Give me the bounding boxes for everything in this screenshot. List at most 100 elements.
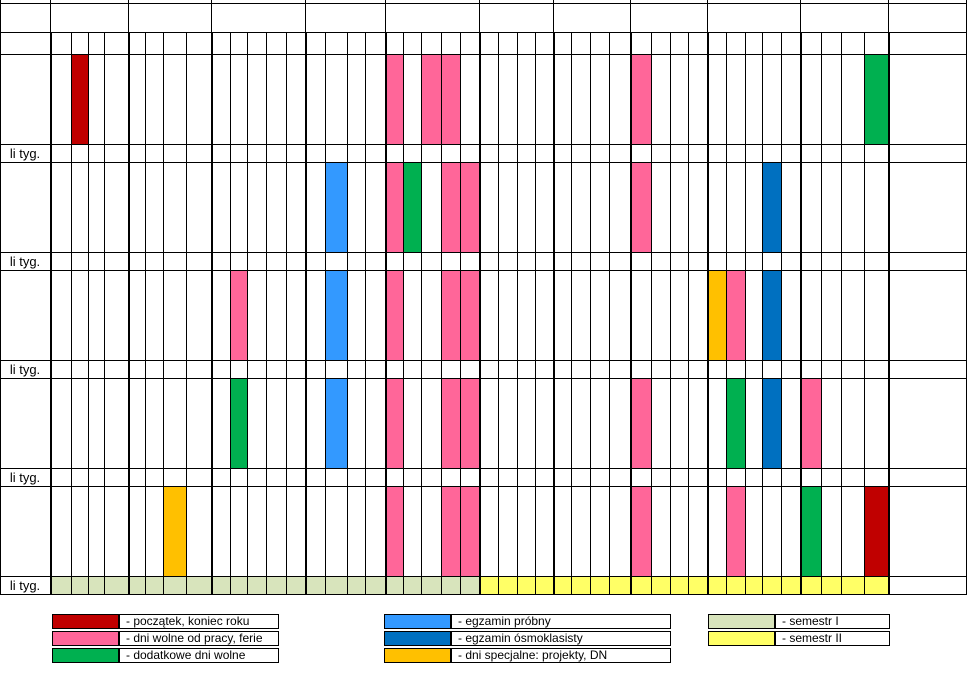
date-cell[interactable] — [745, 270, 762, 360]
date-cell[interactable] — [128, 54, 145, 144]
date-cell[interactable] — [762, 486, 781, 576]
date-cell[interactable] — [535, 486, 553, 576]
date-cell[interactable] — [421, 54, 441, 144]
date-cell[interactable] — [365, 270, 385, 360]
date-cell[interactable] — [247, 162, 266, 252]
date-cell[interactable] — [347, 378, 365, 468]
date-cell[interactable] — [71, 270, 88, 360]
date-cell[interactable] — [230, 486, 247, 576]
date-cell[interactable] — [800, 378, 821, 468]
date-cell[interactable] — [186, 162, 211, 252]
date-cell[interactable] — [266, 54, 286, 144]
date-cell[interactable] — [211, 162, 230, 252]
date-cell[interactable] — [707, 486, 726, 576]
date-cell[interactable] — [365, 486, 385, 576]
date-cell[interactable] — [670, 162, 688, 252]
date-cell[interactable] — [460, 486, 479, 576]
date-cell[interactable] — [535, 54, 553, 144]
date-cell[interactable] — [841, 54, 864, 144]
date-cell[interactable] — [571, 162, 590, 252]
date-cell[interactable] — [145, 378, 163, 468]
date-cell[interactable] — [128, 378, 145, 468]
date-cell[interactable] — [128, 162, 145, 252]
date-cell[interactable] — [821, 378, 841, 468]
date-cell[interactable] — [670, 486, 688, 576]
date-cell[interactable] — [864, 270, 888, 360]
date-cell[interactable] — [104, 270, 128, 360]
date-cell[interactable] — [211, 270, 230, 360]
date-cell[interactable] — [841, 486, 864, 576]
date-cell[interactable] — [247, 54, 266, 144]
date-cell[interactable] — [781, 162, 800, 252]
date-cell[interactable] — [864, 162, 888, 252]
date-cell[interactable] — [609, 270, 630, 360]
date-cell[interactable] — [128, 486, 145, 576]
date-cell[interactable] — [403, 54, 421, 144]
date-cell[interactable] — [403, 162, 421, 252]
date-cell[interactable] — [365, 162, 385, 252]
date-cell[interactable] — [590, 270, 609, 360]
date-cell[interactable] — [441, 378, 460, 468]
date-cell[interactable] — [609, 162, 630, 252]
date-cell[interactable] — [590, 378, 609, 468]
date-cell[interactable] — [688, 54, 707, 144]
date-cell[interactable] — [479, 54, 498, 144]
date-cell[interactable] — [726, 54, 745, 144]
date-cell[interactable] — [535, 378, 553, 468]
date-cell[interactable] — [104, 162, 128, 252]
date-cell[interactable] — [50, 54, 71, 144]
date-cell[interactable] — [726, 378, 745, 468]
date-cell[interactable] — [305, 378, 325, 468]
date-cell[interactable] — [163, 378, 186, 468]
date-cell[interactable] — [230, 270, 247, 360]
date-cell[interactable] — [145, 54, 163, 144]
date-cell[interactable] — [145, 486, 163, 576]
date-cell[interactable] — [50, 486, 71, 576]
date-cell[interactable] — [781, 378, 800, 468]
date-cell[interactable] — [305, 270, 325, 360]
date-cell[interactable] — [800, 54, 821, 144]
date-cell[interactable] — [864, 378, 888, 468]
date-cell[interactable] — [762, 54, 781, 144]
date-cell[interactable] — [145, 270, 163, 360]
date-cell[interactable] — [71, 162, 88, 252]
date-cell[interactable] — [441, 486, 460, 576]
date-cell[interactable] — [571, 486, 590, 576]
date-cell[interactable] — [230, 162, 247, 252]
date-cell[interactable] — [821, 162, 841, 252]
date-cell[interactable] — [286, 270, 305, 360]
date-cell[interactable] — [535, 162, 553, 252]
date-cell[interactable] — [441, 162, 460, 252]
date-cell[interactable] — [104, 54, 128, 144]
date-cell[interactable] — [403, 378, 421, 468]
date-cell[interactable] — [517, 162, 535, 252]
date-cell[interactable] — [347, 270, 365, 360]
date-cell[interactable] — [325, 486, 347, 576]
date-cell[interactable] — [688, 378, 707, 468]
date-cell[interactable] — [590, 162, 609, 252]
date-cell[interactable] — [609, 378, 630, 468]
date-cell[interactable] — [553, 378, 571, 468]
date-cell[interactable] — [609, 486, 630, 576]
date-cell[interactable] — [286, 378, 305, 468]
date-cell[interactable] — [726, 486, 745, 576]
date-cell[interactable] — [186, 54, 211, 144]
date-cell[interactable] — [535, 270, 553, 360]
date-cell[interactable] — [286, 54, 305, 144]
date-cell[interactable] — [50, 378, 71, 468]
date-cell[interactable] — [517, 54, 535, 144]
date-cell[interactable] — [864, 486, 888, 576]
date-cell[interactable] — [745, 162, 762, 252]
date-cell[interactable] — [670, 270, 688, 360]
date-cell[interactable] — [553, 54, 571, 144]
date-cell[interactable] — [247, 270, 266, 360]
date-cell[interactable] — [745, 378, 762, 468]
date-cell[interactable] — [247, 378, 266, 468]
date-cell[interactable] — [841, 378, 864, 468]
date-cell[interactable] — [571, 378, 590, 468]
date-cell[interactable] — [88, 378, 104, 468]
date-cell[interactable] — [325, 270, 347, 360]
date-cell[interactable] — [347, 486, 365, 576]
date-cell[interactable] — [651, 54, 670, 144]
date-cell[interactable] — [479, 270, 498, 360]
